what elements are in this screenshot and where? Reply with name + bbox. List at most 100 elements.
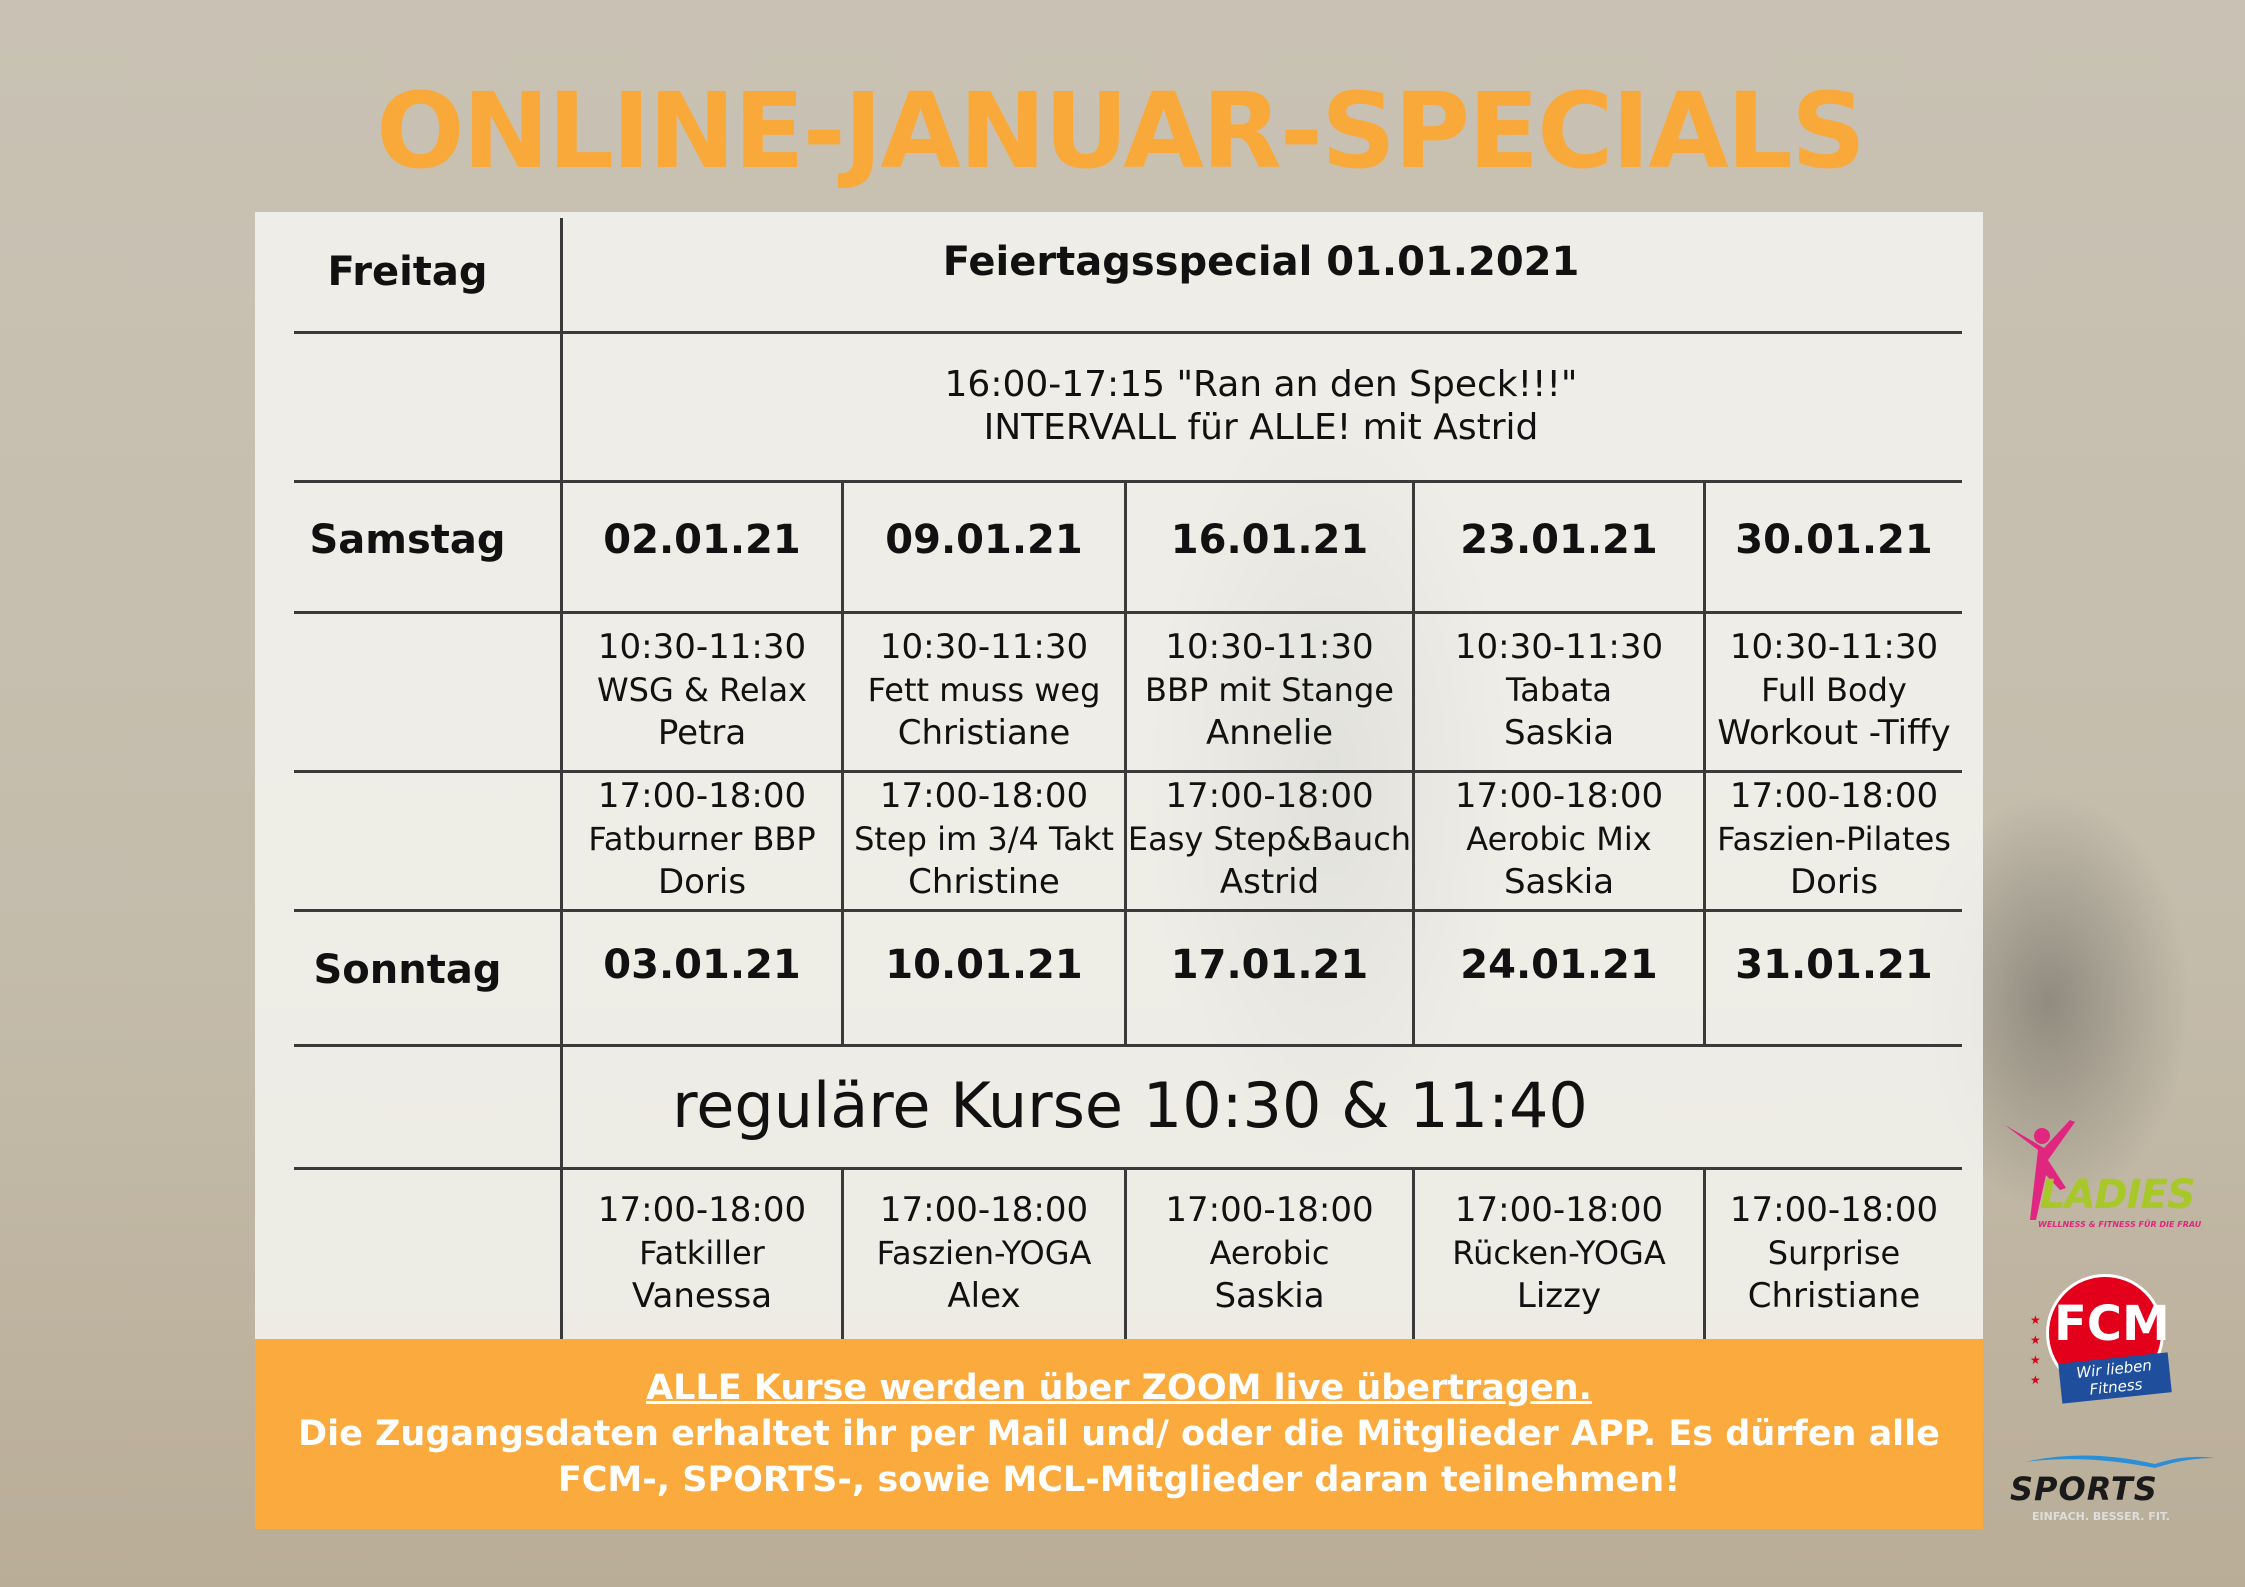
date-text: 09.01.21 xyxy=(885,517,1083,563)
slot-course: Tabata xyxy=(1506,671,1612,709)
course-slot: 10:30-11:30 WSG & Relax Petra xyxy=(563,611,841,770)
slot-time: 17:00-18:00 xyxy=(597,776,807,816)
slot-trainer: Saskia xyxy=(1503,862,1615,902)
slot-course: Surprise xyxy=(1767,1233,1901,1272)
slot-trainer: Vanessa xyxy=(631,1275,773,1316)
date-text: 24.01.21 xyxy=(1460,941,1658,988)
slot-time: 10:30-11:30 xyxy=(1165,627,1374,667)
column-divider xyxy=(1124,1167,1127,1339)
star-icons: ★ ★ ★ ★ xyxy=(2030,1313,2041,1387)
row-divider xyxy=(294,331,1962,334)
course-slot: 10:30-11:30 BBP mit Stange Annelie xyxy=(1127,611,1412,770)
slot-course: Easy Step&Bauch xyxy=(1127,820,1412,858)
ladies-logo-tagline: WELLNESS & FITNESS FÜR DIE FRAU xyxy=(2038,1220,2202,1229)
sports-wave-icon xyxy=(2025,1455,2215,1468)
footer-line-members: FCM-, SPORTS-, sowie MCL-Mitglieder dara… xyxy=(557,1460,1681,1500)
slot-trainer: Alex xyxy=(947,1275,1021,1316)
slot-trainer: Christine xyxy=(908,862,1060,902)
course-slot: 17:00-18:00 Fatburner BBP Doris xyxy=(563,770,841,909)
slot-course: BBP mit Stange xyxy=(1145,671,1394,709)
column-divider xyxy=(1412,1167,1415,1339)
slot-course: Full Body xyxy=(1761,671,1907,709)
slot-time: 17:00-18:00 xyxy=(597,1189,807,1230)
slot-time: 17:00-18:00 xyxy=(1729,1189,1939,1230)
slot-course: Faszien-YOGA xyxy=(876,1233,1092,1272)
sports-logo: SPORTS EINFACH. BESSER. FIT. xyxy=(2010,1450,2215,1530)
date-saturday: 30.01.21 xyxy=(1706,480,1962,600)
ladies-figure-icon xyxy=(2005,1120,2075,1220)
row-divider xyxy=(294,1167,1962,1170)
slot-trainer: Workout -Tiffy xyxy=(1717,713,1951,753)
row-divider xyxy=(294,1044,1962,1047)
slot-trainer: Christiane xyxy=(897,713,1071,753)
row-divider xyxy=(294,480,1962,483)
date-text: 02.01.21 xyxy=(603,517,801,563)
column-divider xyxy=(1412,480,1415,1044)
slot-time: 10:30-11:30 xyxy=(597,627,807,667)
day-label: Samstag xyxy=(309,517,506,563)
slot-trainer: Petra xyxy=(657,713,747,753)
course-slot: 17:00-18:00 Faszien-YOGA Alex xyxy=(844,1167,1124,1339)
sunday-regular-courses: reguläre Kurse 10:30 & 11:40 xyxy=(560,1044,1700,1167)
slot-time: 17:00-18:00 xyxy=(1729,776,1939,816)
footer-line-zoom: ALLE Kurse werden über ZOOM live übertra… xyxy=(646,1368,1592,1408)
row-divider xyxy=(294,770,1962,773)
slot-trainer: Christiane xyxy=(1747,1275,1921,1316)
slot-trainer: Saskia xyxy=(1503,713,1615,753)
date-text: 16.01.21 xyxy=(1170,517,1369,563)
ladies-logo: LADIES WELLNESS & FITNESS FÜR DIE FRAU xyxy=(2000,1120,2205,1240)
day-label-sunday: Sonntag xyxy=(255,909,560,1030)
day-label: Freitag xyxy=(327,248,488,295)
course-slot: 10:30-11:30 Full Body Workout -Tiffy xyxy=(1706,611,1962,770)
slot-time: 17:00-18:00 xyxy=(1454,776,1664,816)
date-text: 17.01.21 xyxy=(1170,941,1369,988)
ladies-logo-text: LADIES xyxy=(2040,1172,2196,1218)
friday-header: Feiertagsspecial 01.01.2021 xyxy=(560,212,1962,312)
slot-time: 17:00-18:00 xyxy=(879,776,1089,816)
course-slot: 17:00-18:00 Fatkiller Vanessa xyxy=(563,1167,841,1339)
course-slot: 17:00-18:00 Aerobic Mix Saskia xyxy=(1415,770,1703,909)
date-sunday: 10.01.21 xyxy=(844,909,1124,1020)
date-saturday: 02.01.21 xyxy=(563,480,841,600)
page-title: ONLINE-JANUAR-SPECIALS xyxy=(376,70,1866,192)
course-slot: 17:00-18:00 Surprise Christiane xyxy=(1706,1167,1962,1339)
date-text: 31.01.21 xyxy=(1735,941,1933,988)
date-saturday: 16.01.21 xyxy=(1127,480,1412,600)
slot-trainer: Lizzy xyxy=(1516,1275,1602,1316)
date-text: 23.01.21 xyxy=(1460,517,1658,563)
date-sunday: 17.01.21 xyxy=(1127,909,1412,1020)
course-slot: 17:00-18:00 Step im 3/4 Takt Christine xyxy=(844,770,1124,909)
sports-logo-tagline: EINFACH. BESSER. FIT. xyxy=(2032,1510,2170,1523)
date-sunday: 03.01.21 xyxy=(563,909,841,1020)
course-slot: 17:00-18:00 Rücken-YOGA Lizzy xyxy=(1415,1167,1703,1339)
slot-time: 17:00-18:00 xyxy=(1165,776,1374,816)
row-divider xyxy=(294,611,1962,614)
date-sunday: 31.01.21 xyxy=(1706,909,1962,1020)
slot-course: Faszien-Pilates xyxy=(1717,820,1951,858)
friday-event: 16:00-17:15 "Ran an den Speck!!!" INTERVA… xyxy=(560,331,1962,480)
slot-trainer: Doris xyxy=(1789,862,1879,902)
slot-course: Fatburner BBP xyxy=(588,820,816,858)
footer-line-access: Die Zugangsdaten erhaltet ihr per Mail u… xyxy=(298,1414,1940,1454)
date-saturday: 23.01.21 xyxy=(1415,480,1703,600)
date-saturday: 09.01.21 xyxy=(844,480,1124,600)
slot-course: Aerobic Mix xyxy=(1466,820,1652,858)
day-label-saturday: Samstag xyxy=(255,480,560,600)
date-sunday: 24.01.21 xyxy=(1415,909,1703,1020)
course-slot: 17:00-18:00 Easy Step&Bauch Astrid xyxy=(1127,770,1412,909)
slot-time: 10:30-11:30 xyxy=(1729,627,1939,667)
column-divider xyxy=(841,480,844,1044)
slot-course: Fatkiller xyxy=(639,1233,765,1272)
slot-course: Fett muss weg xyxy=(867,671,1101,709)
slot-trainer: Annelie xyxy=(1205,713,1334,753)
slot-time: 10:30-11:30 xyxy=(879,627,1089,667)
event-line: INTERVALL für ALLE! mit Astrid xyxy=(983,406,1539,448)
column-divider xyxy=(841,1167,844,1339)
slot-course: Rücken-YOGA xyxy=(1452,1233,1666,1272)
fcm-logo: FCM Wir lieben Fitness ★ ★ ★ ★ xyxy=(2030,1270,2190,1410)
row-divider xyxy=(294,909,1962,912)
slot-time: 17:00-18:00 xyxy=(1454,1189,1664,1230)
regular-text: reguläre Kurse 10:30 & 11:40 xyxy=(672,1069,1588,1142)
schedule-table: Freitag Feiertagsspecial 01.01.2021 16:00-… xyxy=(255,212,1983,1339)
date-text: 03.01.21 xyxy=(603,941,801,988)
